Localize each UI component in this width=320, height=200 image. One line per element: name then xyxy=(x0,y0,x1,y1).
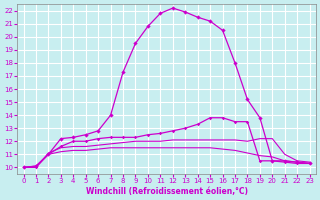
X-axis label: Windchill (Refroidissement éolien,°C): Windchill (Refroidissement éolien,°C) xyxy=(85,187,248,196)
